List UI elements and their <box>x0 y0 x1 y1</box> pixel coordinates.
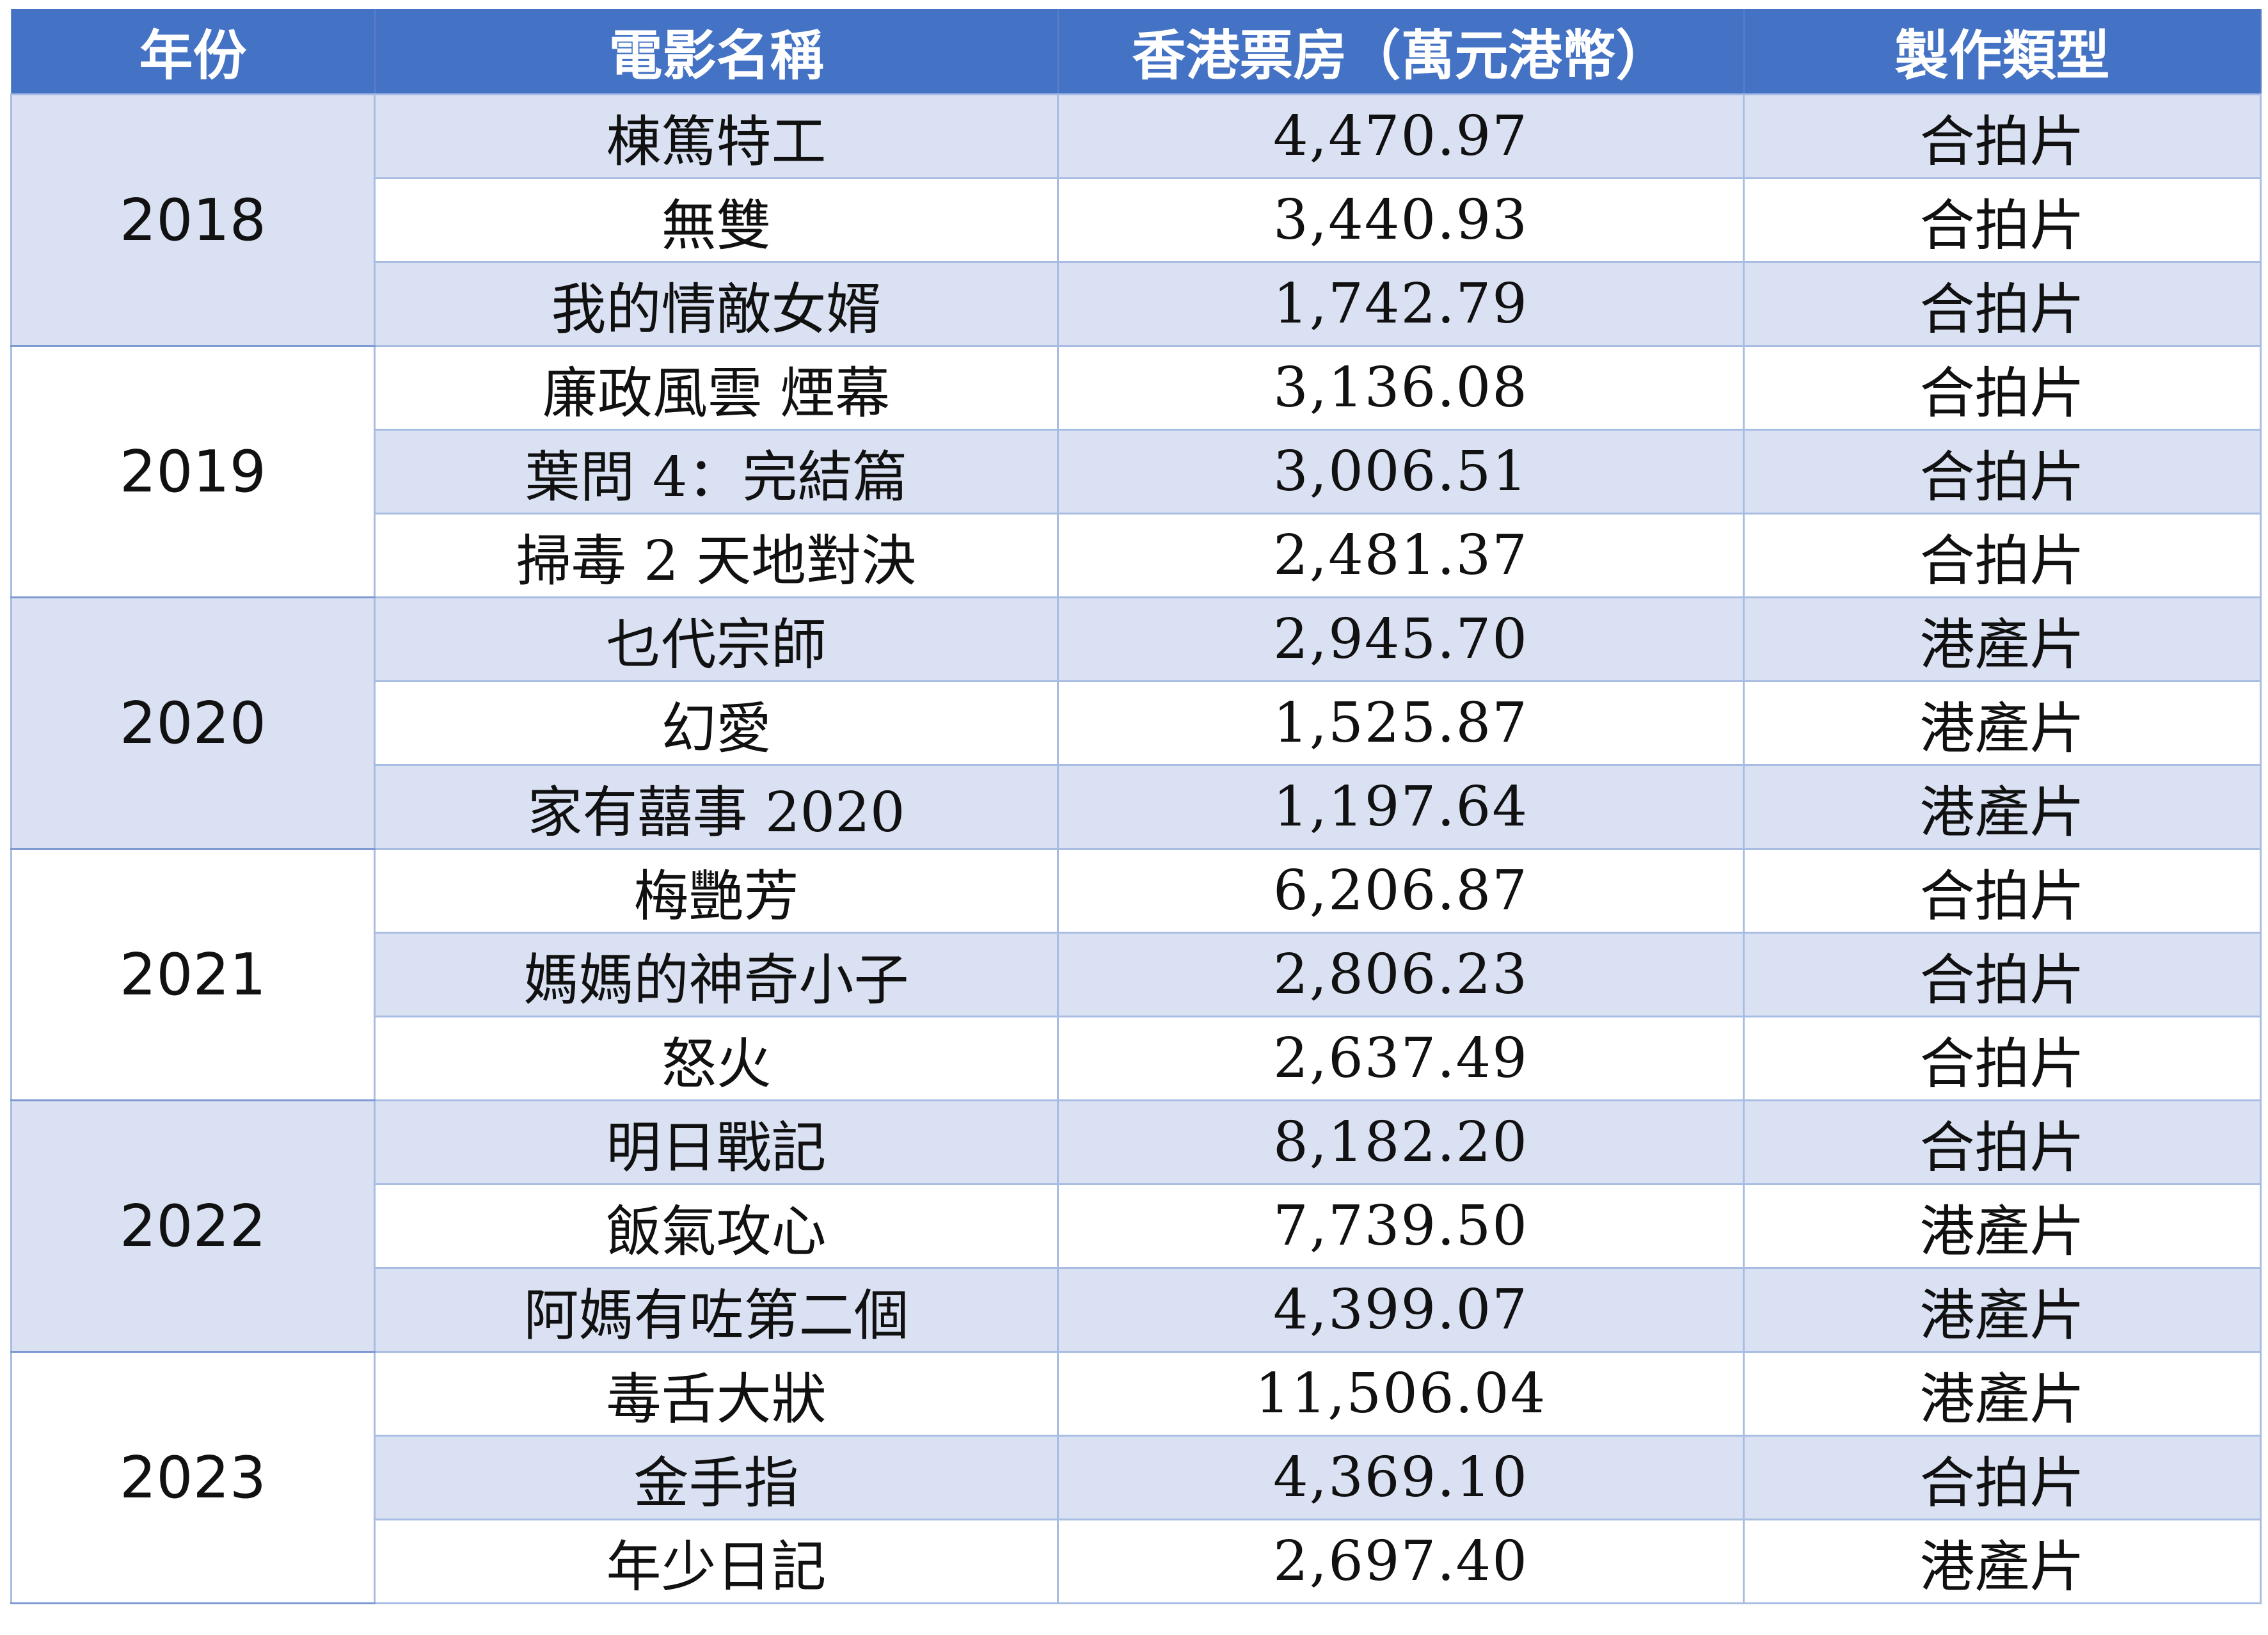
type-cell: 合拍片 <box>1743 932 2262 1017</box>
year-cell: 2020 <box>10 596 376 850</box>
table-row: 2020 乜代宗師 2,945.70 港產片 <box>10 596 2262 850</box>
table-row: 家有囍事 2020 1,197.64 港產片 <box>12 764 2262 850</box>
title-cell: 乜代宗師 <box>374 596 1059 682</box>
title-cell: 棟篤特工 <box>374 93 1059 179</box>
header-year: 年份 <box>10 9 376 95</box>
type-cell: 合拍片 <box>1743 1435 2262 1520</box>
type-cell: 合拍片 <box>1743 848 2262 934</box>
box-office-cell: 3,440.93 <box>1057 177 1745 263</box>
type-cell: 合拍片 <box>1743 513 2262 598</box>
box-office-cell: 8,182.20 <box>1057 1099 1745 1185</box>
type-cell: 合拍片 <box>1743 345 2262 431</box>
box-office-cell: 6,206.87 <box>1057 848 1745 934</box>
type-cell: 合拍片 <box>1743 93 2262 179</box>
box-office-table-sheet: 年份 電影名稱 香港票房（萬元港幣） 製作類型 2018 棟篤特工 4,470.… <box>10 9 2262 1604</box>
table-row: 金手指 4,369.10 合拍片 <box>12 1435 2262 1520</box>
box-office-cell: 3,136.08 <box>1057 345 1745 431</box>
box-office-cell: 3,006.51 <box>1057 429 1745 514</box>
type-cell: 合拍片 <box>1743 429 2262 514</box>
table-row: 阿媽有咗第二個 4,399.07 港產片 <box>12 1267 2262 1353</box>
title-cell: 幻愛 <box>374 680 1059 766</box>
title-cell: 我的情敵女婿 <box>374 261 1059 347</box>
box-office-cell: 4,369.10 <box>1057 1435 1745 1520</box>
title-cell: 掃毒 2 天地對決 <box>374 513 1059 598</box>
type-cell: 合拍片 <box>1743 1099 2262 1185</box>
year-cell: 2018 <box>10 93 376 347</box>
table-row: 飯氣攻心 7,739.50 港產片 <box>12 1183 2262 1269</box>
title-cell: 無雙 <box>374 177 1059 263</box>
title-cell: 明日戰記 <box>374 1099 1059 1185</box>
title-cell: 梅艷芳 <box>374 848 1059 934</box>
box-office-cell: 2,945.70 <box>1057 596 1745 682</box>
table-row: 掃毒 2 天地對決 2,481.37 合拍片 <box>12 513 2262 598</box>
title-cell: 葉問 4：完結篇 <box>374 429 1059 514</box>
box-office-cell: 1,197.64 <box>1057 764 1745 850</box>
table-row: 無雙 3,440.93 合拍片 <box>12 177 2262 263</box>
type-cell: 合拍片 <box>1743 1016 2262 1101</box>
table-row: 2019 廉政風雲 煙幕 3,136.08 合拍片 <box>10 345 2262 598</box>
table-row: 我的情敵女婿 1,742.79 合拍片 <box>12 261 2262 347</box>
table-row: 年少日記 2,697.40 港產片 <box>12 1519 2262 1604</box>
type-cell: 港產片 <box>1743 1267 2262 1353</box>
title-cell: 毒舌大狀 <box>374 1351 1059 1437</box>
table-row: 幻愛 1,525.87 港產片 <box>12 680 2262 766</box>
title-cell: 家有囍事 2020 <box>374 764 1059 850</box>
year-cell: 2019 <box>10 345 376 598</box>
title-cell: 媽媽的神奇小子 <box>374 932 1059 1017</box>
table-row: 媽媽的神奇小子 2,806.23 合拍片 <box>12 932 2262 1017</box>
table-row: 葉問 4：完結篇 3,006.51 合拍片 <box>12 429 2262 514</box>
year-cell: 2021 <box>10 848 376 1101</box>
title-cell: 阿媽有咗第二個 <box>374 1267 1059 1353</box>
box-office-cell: 2,637.49 <box>1057 1016 1745 1101</box>
box-office-cell: 11,506.04 <box>1057 1351 1745 1437</box>
type-cell: 合拍片 <box>1743 261 2262 347</box>
table-row: 2022 明日戰記 8,182.20 合拍片 <box>10 1099 2262 1353</box>
header-title: 電影名稱 <box>374 9 1059 95</box>
table-row: 怒火 2,637.49 合拍片 <box>12 1016 2262 1101</box>
header-box-office: 香港票房（萬元港幣） <box>1057 9 1745 95</box>
type-cell: 港產片 <box>1743 1519 2262 1604</box>
box-office-cell: 1,525.87 <box>1057 680 1745 766</box>
box-office-cell: 2,481.37 <box>1057 513 1745 598</box>
title-cell: 廉政風雲 煙幕 <box>374 345 1059 431</box>
title-cell: 怒火 <box>374 1016 1059 1101</box>
type-cell: 港產片 <box>1743 596 2262 682</box>
box-office-cell: 1,742.79 <box>1057 261 1745 347</box>
year-cell: 2022 <box>10 1099 376 1353</box>
type-cell: 港產片 <box>1743 680 2262 766</box>
table-row: 2018 棟篤特工 4,470.97 合拍片 <box>10 93 2262 347</box>
table-row: 2023 毒舌大狀 11,506.04 港產片 <box>10 1351 2262 1604</box>
table-body: 2018 棟篤特工 4,470.97 合拍片 無雙 3,440.93 合拍片 我… <box>10 93 2262 1604</box>
box-office-table: 年份 電影名稱 香港票房（萬元港幣） 製作類型 2018 棟篤特工 4,470.… <box>10 9 2262 1604</box>
title-cell: 年少日記 <box>374 1519 1059 1604</box>
type-cell: 港產片 <box>1743 1351 2262 1437</box>
box-office-cell: 7,739.50 <box>1057 1183 1745 1269</box>
header-row: 年份 電影名稱 香港票房（萬元港幣） 製作類型 <box>10 9 2262 95</box>
box-office-cell: 2,697.40 <box>1057 1519 1745 1604</box>
type-cell: 港產片 <box>1743 1183 2262 1269</box>
box-office-cell: 4,399.07 <box>1057 1267 1745 1353</box>
type-cell: 港產片 <box>1743 764 2262 850</box>
header-type: 製作類型 <box>1743 9 2262 95</box>
year-cell: 2023 <box>10 1351 376 1604</box>
table-row: 2021 梅艷芳 6,206.87 合拍片 <box>10 848 2262 1101</box>
title-cell: 飯氣攻心 <box>374 1183 1059 1269</box>
title-cell: 金手指 <box>374 1435 1059 1520</box>
box-office-cell: 2,806.23 <box>1057 932 1745 1017</box>
type-cell: 合拍片 <box>1743 177 2262 263</box>
box-office-cell: 4,470.97 <box>1057 93 1745 179</box>
